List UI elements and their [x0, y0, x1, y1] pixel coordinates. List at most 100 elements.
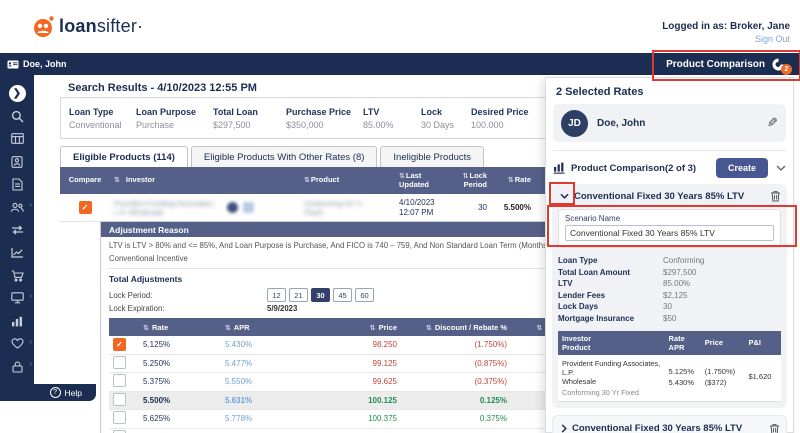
- sidebar-item-analytics[interactable]: [0, 241, 34, 264]
- col-last-updated[interactable]: ⇅Last Updated: [399, 170, 429, 189]
- top-header: loansifter· Logged in as: Broker, Jane S…: [0, 0, 800, 53]
- scenario-rate-table: Investor Product Rate APR Price P&I Provid…: [558, 330, 781, 402]
- rate-checkbox[interactable]: [113, 374, 126, 388]
- trash-icon[interactable]: [769, 423, 780, 433]
- expand-chevron-icon[interactable]: [561, 424, 567, 433]
- help-label: Help: [64, 387, 82, 398]
- product-comparison-row: Product Comparison(2 of 3) Create: [553, 150, 786, 178]
- col-discount-rebate-pct[interactable]: ⇅ Discount / Rebate %: [425, 322, 507, 332]
- create-button[interactable]: Create: [715, 158, 768, 178]
- scenario-1-title: Conventional Fixed 30 Years 85% LTV: [574, 190, 745, 202]
- scenario-name-input[interactable]: [565, 225, 774, 241]
- summary-desired-price: Desired Price 100.000: [471, 106, 529, 130]
- rate-checkbox[interactable]: [113, 411, 126, 425]
- apr-link[interactable]: 5.778%: [225, 414, 253, 424]
- sidebar-item-security[interactable]: ›: [0, 355, 34, 378]
- scenario-1-header[interactable]: Conventional Fixed 30 Years 85% LTV: [558, 190, 781, 202]
- col-price[interactable]: ⇅ Price: [369, 322, 397, 332]
- sort-icon: ⇅: [507, 176, 514, 185]
- chevron-down-icon[interactable]: [776, 165, 786, 171]
- loansifter-logo: loansifter·: [33, 15, 143, 39]
- lock-period-options: 12 21 30 45 60: [267, 288, 374, 302]
- tab-eligible-other-rates[interactable]: Eligible Products With Other Rates (8): [190, 146, 378, 168]
- document-icon: [11, 178, 23, 191]
- sort-icon: ⇅: [304, 176, 310, 185]
- lock-icon: [11, 361, 23, 373]
- expand-arrow-icon: ❯: [8, 84, 26, 102]
- tab-eligible-products[interactable]: Eligible Products (114): [60, 146, 188, 168]
- help-icon: ?: [49, 387, 61, 398]
- edit-icon[interactable]: ✎: [767, 115, 778, 130]
- client-name-label: Doe, John: [23, 59, 67, 69]
- search-icon: [11, 110, 24, 123]
- search-results-title: Search Results - 4/10/2023 12:55 PM: [68, 82, 257, 94]
- lock-option-21[interactable]: 21: [289, 288, 308, 302]
- product-tabs: Eligible Products (114) Eligible Product…: [60, 146, 485, 168]
- scenario-section-1: Conventional Fixed 30 Years 85% LTV Scen…: [552, 184, 787, 408]
- sidebar-item-users[interactable]: ›: [0, 196, 34, 219]
- navbar: Doe, John Product Comparison 2: [0, 53, 800, 75]
- col-investor[interactable]: ⇅ Investor: [114, 175, 156, 185]
- scenario-details: Loan Type Conforming Total Loan Amount $29…: [558, 256, 705, 323]
- rate-checkbox[interactable]: ✓: [113, 338, 126, 352]
- rate-checkbox[interactable]: [113, 392, 126, 406]
- summary-lock: Lock 30 Days: [421, 106, 455, 130]
- summary-loan-purpose: Loan Purpose Purchase: [136, 106, 197, 130]
- sidebar-item-search[interactable]: [0, 105, 34, 128]
- trash-icon[interactable]: [770, 190, 781, 202]
- lock-option-45[interactable]: 45: [333, 288, 352, 302]
- comparison-chart-icon: 2: [771, 57, 792, 75]
- sidebar-item-rate-table[interactable]: [0, 128, 34, 151]
- scenario-table-row: Provident Funding Associates, L.P. Wholes…: [558, 354, 781, 402]
- compare-checkbox[interactable]: ✓: [78, 201, 92, 214]
- sidebar-item-expand[interactable]: ❯: [0, 82, 34, 105]
- help-button[interactable]: ? Help: [0, 384, 96, 401]
- lock-option-30[interactable]: 30: [311, 288, 330, 302]
- col-rate[interactable]: ⇅Rate: [507, 175, 531, 185]
- apr-link[interactable]: 5.430%: [225, 340, 253, 350]
- sidebar-item-desktop[interactable]: ›: [0, 287, 34, 310]
- client-avatar: JD: [561, 109, 588, 137]
- product-comparison-button[interactable]: Product Comparison 2: [666, 57, 800, 75]
- apr-link[interactable]: 5.631%: [225, 395, 253, 405]
- apr-link[interactable]: 5.477%: [225, 358, 253, 368]
- lock-period-cell: 30: [478, 203, 487, 212]
- total-adjustments-label: Total Adjustments: [109, 274, 183, 284]
- sidebar-item-partners[interactable]: ›: [0, 333, 34, 356]
- scenario-section-2[interactable]: Conventional Fixed 30 Years 85% LTV: [552, 414, 787, 433]
- lock-period-row: Lock Period: 12 21 30 45 60: [109, 288, 711, 302]
- rate-checkbox[interactable]: [113, 355, 126, 369]
- apr-link[interactable]: 5.550%: [225, 377, 253, 387]
- current-client[interactable]: Doe, John: [0, 59, 67, 69]
- sign-out-link[interactable]: Sign Out: [754, 34, 790, 44]
- col-product[interactable]: ⇅Product: [304, 175, 340, 185]
- collapse-chevron-icon[interactable]: [560, 193, 569, 199]
- col-lock-period[interactable]: ⇅Lock Period: [462, 170, 487, 189]
- sidebar-item-reports[interactable]: [0, 310, 34, 333]
- col-compare: Compare: [68, 175, 102, 185]
- sort-icon: ⇅: [114, 176, 120, 185]
- col-rate[interactable]: ⇅ Rate: [143, 322, 169, 332]
- last-updated-cell: 4/10/2023 12:07 PM: [399, 197, 435, 217]
- handshake-heart-icon: [10, 338, 24, 350]
- loansifter-logo-icon: [33, 15, 55, 39]
- sidebar-item-transfer[interactable]: [0, 219, 34, 242]
- shopping-cart-icon: [11, 270, 24, 282]
- lock-expiration-row: Lock Expiration: 5/9/2023: [109, 304, 711, 313]
- rate-checkbox[interactable]: [113, 429, 126, 433]
- summary-purchase-price: Purchase Price $350,000: [286, 106, 352, 130]
- adjustment-reason-text: LTV is LTV > 80% and <= 85%, And Loan Pu…: [109, 241, 585, 250]
- lock-option-12[interactable]: 12: [267, 288, 286, 302]
- sort-icon: ⇅: [399, 171, 405, 180]
- sidebar-nav: ❯ › › › › ›: [0, 75, 34, 401]
- sidebar-item-cart[interactable]: [0, 264, 34, 287]
- sidebar-item-contacts[interactable]: [0, 150, 34, 173]
- tab-ineligible-products[interactable]: Ineligible Products: [380, 146, 485, 168]
- sidebar-item-documents[interactable]: [0, 173, 34, 196]
- investor-name-blurred: Provident Funding Associates, L.P. Whole…: [114, 198, 215, 217]
- summary-loan-type: Loan Type Conventional: [69, 106, 122, 130]
- lock-option-60[interactable]: 60: [355, 288, 374, 302]
- product-comparison-count: Product Comparison(2 of 3): [571, 162, 697, 174]
- scenario-table-header: Investor Product Rate APR Price P&I: [558, 330, 781, 355]
- col-apr[interactable]: ⇅ APR: [225, 322, 250, 332]
